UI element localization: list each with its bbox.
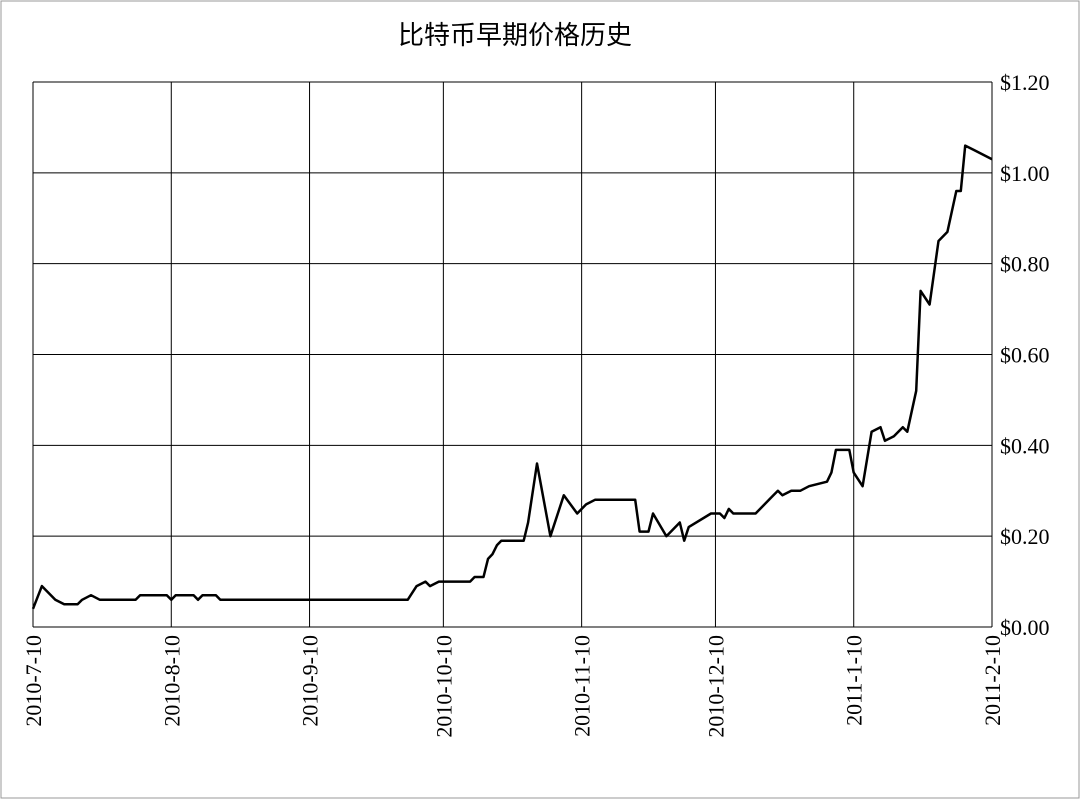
x-tick-label: 2010-9-10 bbox=[298, 635, 323, 727]
x-tick-label: 2010-7-10 bbox=[21, 635, 46, 727]
y-tick-label: $0.80 bbox=[1000, 252, 1050, 277]
y-tick-label: $0.60 bbox=[1000, 343, 1050, 368]
x-tick-label: 2011-2-10 bbox=[980, 635, 1005, 726]
x-tick-label: 2010-12-10 bbox=[703, 635, 728, 738]
x-tick-label: 2011-1-10 bbox=[842, 635, 867, 726]
y-tick-label: $0.40 bbox=[1000, 433, 1050, 458]
x-tick-label: 2010-8-10 bbox=[159, 635, 184, 727]
y-tick-label: $0.00 bbox=[1000, 615, 1050, 640]
line bbox=[31, 144, 993, 610]
y-tick-label: $0.20 bbox=[1000, 524, 1050, 549]
y-tick-label: $1.20 bbox=[1000, 70, 1050, 95]
chart-title: 比特币早期价格历史 bbox=[398, 21, 632, 50]
y-tick-label: $1.00 bbox=[1000, 161, 1050, 186]
x-tick-label: 2010-10-10 bbox=[431, 635, 456, 738]
x-tick-label: 2010-11-10 bbox=[570, 635, 595, 737]
